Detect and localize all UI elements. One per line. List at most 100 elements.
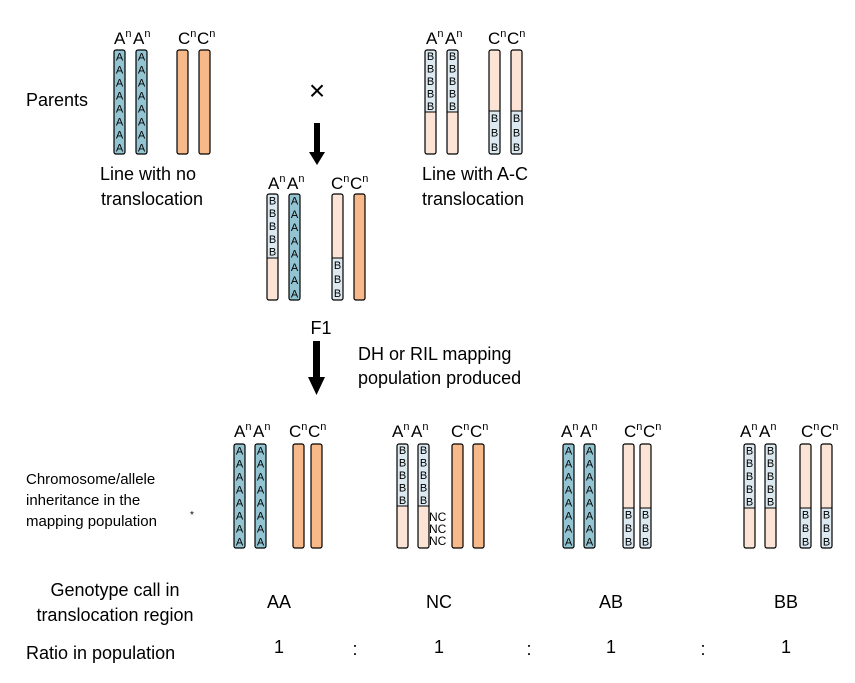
ab-c-chromosome-2-segment-2 <box>640 508 651 548</box>
aa-c-chromosome-1-outline <box>292 443 305 549</box>
ratio-value-nc: 1 <box>434 637 444 657</box>
aa-a-chromosome-2-allele-1-7: A <box>257 524 265 536</box>
nc-missing-allele-1: NC <box>429 510 447 524</box>
bb-a-chromosome-1-allele-1-4: B <box>746 484 753 496</box>
ab-a-chromosome-1-allele-1-1: A <box>565 446 573 458</box>
aa-a-chromosome-1-allele-1-3: A <box>236 472 244 484</box>
aa-a-chromosome-1-allele-1-5: A <box>236 498 244 510</box>
parent2-a-chromosome-2-outline <box>446 49 459 155</box>
parent2-a-chromosome-1-outline <box>424 49 437 155</box>
f1-c-chromosome-1-allele-2-1: B <box>334 260 341 272</box>
parent1-a-chromosome-2-allele-1-1: A <box>138 52 146 64</box>
nc-a-chromosome-1-allele-1-3: B <box>399 470 406 482</box>
arrow-down-icon-population <box>308 341 325 395</box>
f1-c-chromosome-1-segment-2 <box>332 258 343 300</box>
ab-c-chromosome-1-allele-2-3: B <box>625 536 632 548</box>
ab-a-chromosome-2-allele-1-5: A <box>586 498 594 510</box>
aa-a-chromosome-2-allele-1-3: A <box>257 472 265 484</box>
parent2-c-chromosome-1-outline <box>488 49 501 155</box>
ratio-separator-2: : <box>526 639 531 659</box>
bb-c-chromosome-2-segment-1 <box>821 444 832 508</box>
line-with-translocation-label-2: translocation <box>422 189 524 209</box>
bb-c-chromosome-2-outline <box>820 443 833 549</box>
parent1-c-chromosome-1-segment-1 <box>177 50 188 154</box>
ab-a-chromosome-1-outline <box>562 443 575 549</box>
f1-c-chromosome-1-allele-2-2: B <box>334 274 341 286</box>
parent1-c-chromosome-2-segment-1 <box>199 50 210 154</box>
f1-c-label-left: Cn <box>331 173 349 193</box>
parent1-a-chromosome-2-allele-1-2: A <box>138 65 146 77</box>
aa-a-chromosome-1-allele-1-6: A <box>236 511 244 523</box>
parent1-a-chromosome-1-allele-1-6: A <box>116 117 124 129</box>
parent1-c-label-left: Cn <box>178 28 196 48</box>
ab-a-chromosome-2-allele-1-6: A <box>586 511 594 523</box>
bb-a-label-left: An <box>740 421 757 441</box>
aa-a-chromosome-1-allele-1-4: A <box>236 485 244 497</box>
parent2-c-chromosome-2-allele-2-1: B <box>513 113 520 125</box>
aa-a-chromosome-2-allele-1-5: A <box>257 498 265 510</box>
parent1-a-chromosome-2-allele-1-8: A <box>138 143 146 155</box>
f1-c-chromosome-1-outline <box>331 193 344 301</box>
nc-c-chromosome-2-outline <box>472 443 485 549</box>
ratio-separator-3: : <box>700 639 705 659</box>
aa-a-chromosome-1-allele-1-1: A <box>236 446 244 458</box>
ab-c-chromosome-2-outline <box>639 443 652 549</box>
bb-a-chromosome-2-allele-1-1: B <box>767 445 774 457</box>
cross-symbol: × <box>309 75 325 106</box>
aa-a-label-left: An <box>234 421 251 441</box>
parent1-a-chromosome-2-segment-1 <box>136 50 147 154</box>
parent2-c-label-left: Cn <box>488 28 506 48</box>
ab-a-chromosome-1-allele-1-6: A <box>565 511 573 523</box>
bb-a-label-right: An <box>759 421 776 441</box>
bb-c-chromosome-1-allele-2-2: B <box>802 523 809 535</box>
f1-a-chromosome-2-allele-1-2: A <box>291 209 299 221</box>
nc-a-chromosome-1-segment-1 <box>397 444 408 506</box>
ab-c-chromosome-1-outline <box>622 443 635 549</box>
aa-c-label-left: Cn <box>289 421 307 441</box>
bb-a-chromosome-1-allele-1-3: B <box>746 471 753 483</box>
ab-c-chromosome-1-allele-2-2: B <box>625 523 632 535</box>
nc-a-chromosome-2-segment-1 <box>418 444 429 506</box>
bb-c-label-left: Cn <box>801 421 819 441</box>
ab-a-chromosome-2-outline <box>583 443 596 549</box>
line-with-translocation-label-1: Line with A-C <box>422 164 528 184</box>
parent2-a-chromosome-1-segment-1 <box>425 50 436 112</box>
bb-a-chromosome-2-segment-1 <box>765 444 776 508</box>
nc-a-chromosome-1-segment-2 <box>397 506 408 548</box>
f1-a-chromosome-1-segment-1 <box>267 194 278 258</box>
f1-a-chromosome-2-segment-1 <box>289 194 300 300</box>
parent1-a-chromosome-2-allele-1-7: A <box>138 130 146 142</box>
line-no-translocation-label-1: Line with no <box>100 164 196 184</box>
ratio-value-bb: 1 <box>781 637 791 657</box>
ab-c-chromosome-1-segment-1 <box>623 444 634 508</box>
genotype-call-bb: BB <box>774 592 798 612</box>
inheritance-footnote-mark: * <box>190 510 194 521</box>
f1-a-chromosome-1-segment-2 <box>267 258 278 300</box>
parent2-c-chromosome-1-allele-2-3: B <box>491 142 498 154</box>
ab-a-chromosome-1-allele-1-3: A <box>565 472 573 484</box>
f1-a-chromosome-1-allele-1-1: B <box>269 195 276 207</box>
line-no-translocation-label-2: translocation <box>101 189 203 209</box>
f1-c-label-right: Cn <box>350 173 368 193</box>
ab-a-chromosome-2-allele-1-4: A <box>586 485 594 497</box>
ab-c-label-left: Cn <box>624 421 642 441</box>
parent2-c-chromosome-1-allele-2-1: B <box>491 113 498 125</box>
aa-a-chromosome-1-outline <box>233 443 246 549</box>
ab-a-label-left: An <box>561 421 578 441</box>
ab-c-chromosome-2-segment-1 <box>640 444 651 508</box>
genotype-call-label-1: Genotype call in <box>50 580 179 600</box>
parent2-c-chromosome-1-allele-2-2: B <box>491 128 498 140</box>
nc-a-chromosome-2-allele-1-2: B <box>420 458 427 470</box>
f1-a-chromosome-1-allele-1-3: B <box>269 221 276 233</box>
ab-c-chromosome-2-allele-2-1: B <box>642 510 649 522</box>
parent2-a-chromosome-2-segment-1 <box>447 50 458 112</box>
ratio-label: Ratio in population <box>26 643 175 663</box>
bb-a-chromosome-1-segment-2 <box>744 508 755 548</box>
nc-a-chromosome-1-allele-1-4: B <box>399 482 406 494</box>
nc-a-chromosome-2-segment-2 <box>418 506 429 548</box>
parent2-c-chromosome-1-segment-2 <box>489 111 500 154</box>
f1-a-chromosome-2-allele-1-6: A <box>291 262 299 274</box>
parent1-a-label-right: An <box>133 28 150 48</box>
aa-a-chromosome-2-allele-1-8: A <box>257 537 265 549</box>
nc-c-label-left: Cn <box>451 421 469 441</box>
